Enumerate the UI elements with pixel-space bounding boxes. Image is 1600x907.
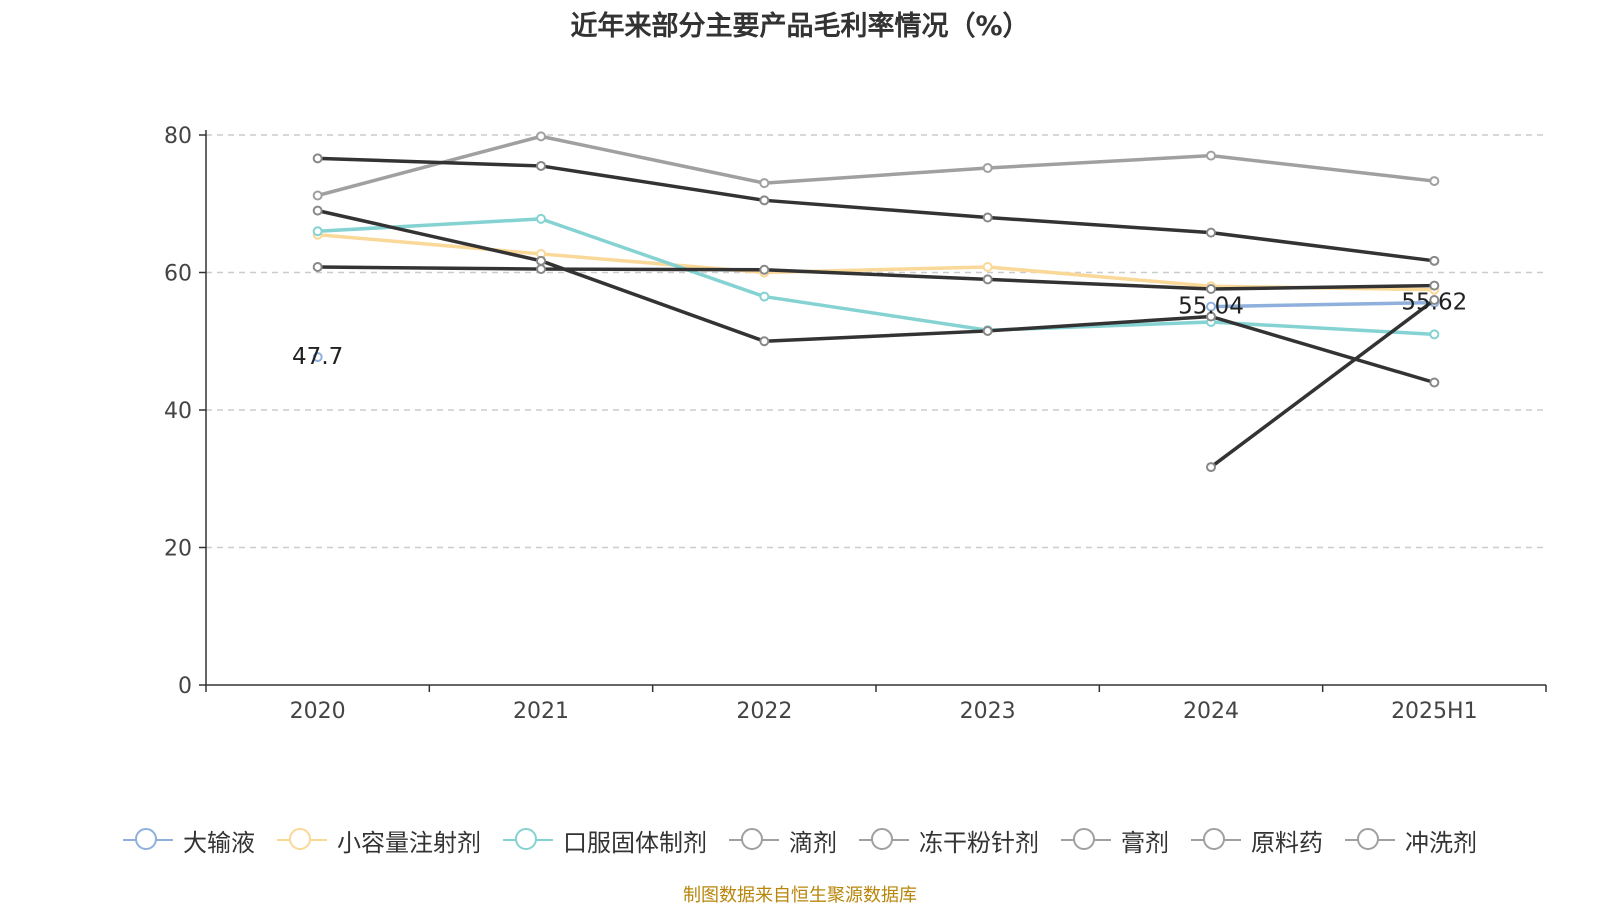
data-point: [312, 190, 323, 201]
legend-item[interactable]: 原料药: [1191, 823, 1323, 858]
data-label: 55.62: [1401, 290, 1467, 316]
legend-marker-icon: [277, 826, 327, 854]
data-point: [982, 325, 993, 336]
y-tick-label: 0: [178, 674, 192, 699]
legend-marker-icon: [729, 826, 779, 854]
legend-item[interactable]: 大输液: [123, 823, 255, 858]
legend-marker-icon: [859, 826, 909, 854]
legend-label: 原料药: [1251, 828, 1323, 857]
data-point: [759, 264, 770, 275]
data-label: 47.7: [292, 344, 343, 370]
legend-item[interactable]: 膏剂: [1061, 823, 1169, 858]
legend-label: 膏剂: [1121, 828, 1169, 857]
data-point: [1429, 329, 1440, 340]
series-line: [317, 217, 1435, 337]
line-chart: 0 20 40 60 80 2020 2021 2022 2023 2024 2025H1 47.7…: [164, 124, 1547, 724]
data-point: [312, 226, 323, 237]
data-label: 55.04: [1178, 294, 1244, 320]
data-point: [1206, 462, 1216, 473]
legend-label: 冲洗剂: [1405, 828, 1477, 857]
y-tick-label: 40: [164, 399, 192, 424]
data-point: [312, 262, 323, 272]
legend-label: 口服固体制剂: [563, 828, 707, 857]
series-line: [317, 208, 1435, 385]
data-point: [759, 336, 770, 347]
source-note: 制图数据来自恒生聚源数据库: [683, 885, 917, 906]
series-line: [1209, 298, 1436, 469]
x-tick-label: 2024: [1183, 699, 1239, 724]
data-point: [312, 205, 323, 216]
data-point: [1206, 284, 1216, 294]
series-line: [317, 156, 1435, 263]
legend: 大输液 小容量注射剂 口服固体制剂 滴剂 冻干粉针剂 膏剂 原料药 冲洗剂: [0, 820, 1600, 860]
data-label-layer: 47.7 55.04 55.62: [292, 290, 1467, 370]
x-tick-label: 2022: [736, 699, 792, 724]
data-point: [536, 160, 546, 171]
x-tick-label: 2025H1: [1391, 699, 1478, 724]
x-tick-label: 2021: [513, 699, 569, 724]
y-tick-label: 80: [164, 124, 192, 149]
series-line: [317, 265, 1435, 291]
legend-item[interactable]: 滴剂: [729, 823, 837, 858]
legend-label: 大输液: [183, 828, 255, 857]
data-point: [982, 274, 993, 285]
axis-layer: 0 20 40 60 80 2020 2021 2022 2023 2024 2025H1: [164, 124, 1547, 724]
data-point: [1429, 176, 1440, 187]
y-tick-label: 20: [164, 537, 192, 562]
legend-marker-icon: [1061, 826, 1111, 854]
chart-title: 近年来部分主要产品毛利率情况（%）: [570, 11, 1030, 42]
data-point: [536, 255, 546, 266]
series-layer: [312, 131, 1440, 473]
legend-label: 滴剂: [789, 828, 837, 857]
legend-marker-icon: [1345, 826, 1395, 854]
grid-layer: [206, 134, 1546, 549]
data-point: [1206, 227, 1216, 238]
legend-item[interactable]: 口服固体制剂: [503, 823, 707, 858]
legend-marker-icon: [1191, 826, 1241, 854]
legend-label: 冻干粉针剂: [919, 828, 1039, 857]
data-point: [982, 163, 993, 173]
data-point: [536, 131, 546, 142]
data-point: [759, 291, 770, 302]
legend-marker-icon: [503, 826, 553, 854]
x-tick-label: 2023: [960, 699, 1016, 724]
legend-label: 小容量注射剂: [337, 828, 481, 857]
series-line: [1210, 300, 1435, 309]
data-point: [312, 352, 323, 363]
data-point: [1429, 255, 1440, 266]
series-line: [317, 134, 1435, 198]
data-point: [982, 262, 993, 272]
data-point: [1206, 150, 1216, 161]
data-point: [1206, 301, 1216, 312]
data-point: [759, 178, 770, 189]
data-point: [1206, 311, 1216, 322]
data-point: [536, 264, 546, 275]
data-point: [1429, 295, 1440, 305]
legend-item[interactable]: 冲洗剂: [1345, 823, 1477, 858]
y-tick-label: 60: [164, 262, 192, 287]
legend-marker-icon: [123, 826, 173, 854]
data-point: [312, 153, 323, 164]
data-point: [536, 213, 546, 224]
legend-item[interactable]: 小容量注射剂: [277, 823, 481, 858]
data-point: [1429, 280, 1440, 291]
legend-item[interactable]: 冻干粉针剂: [859, 823, 1039, 858]
series-line: [317, 232, 1435, 292]
data-point: [1429, 377, 1440, 388]
data-point: [759, 195, 770, 206]
x-tick-label: 2020: [290, 699, 346, 724]
data-point: [982, 212, 993, 223]
